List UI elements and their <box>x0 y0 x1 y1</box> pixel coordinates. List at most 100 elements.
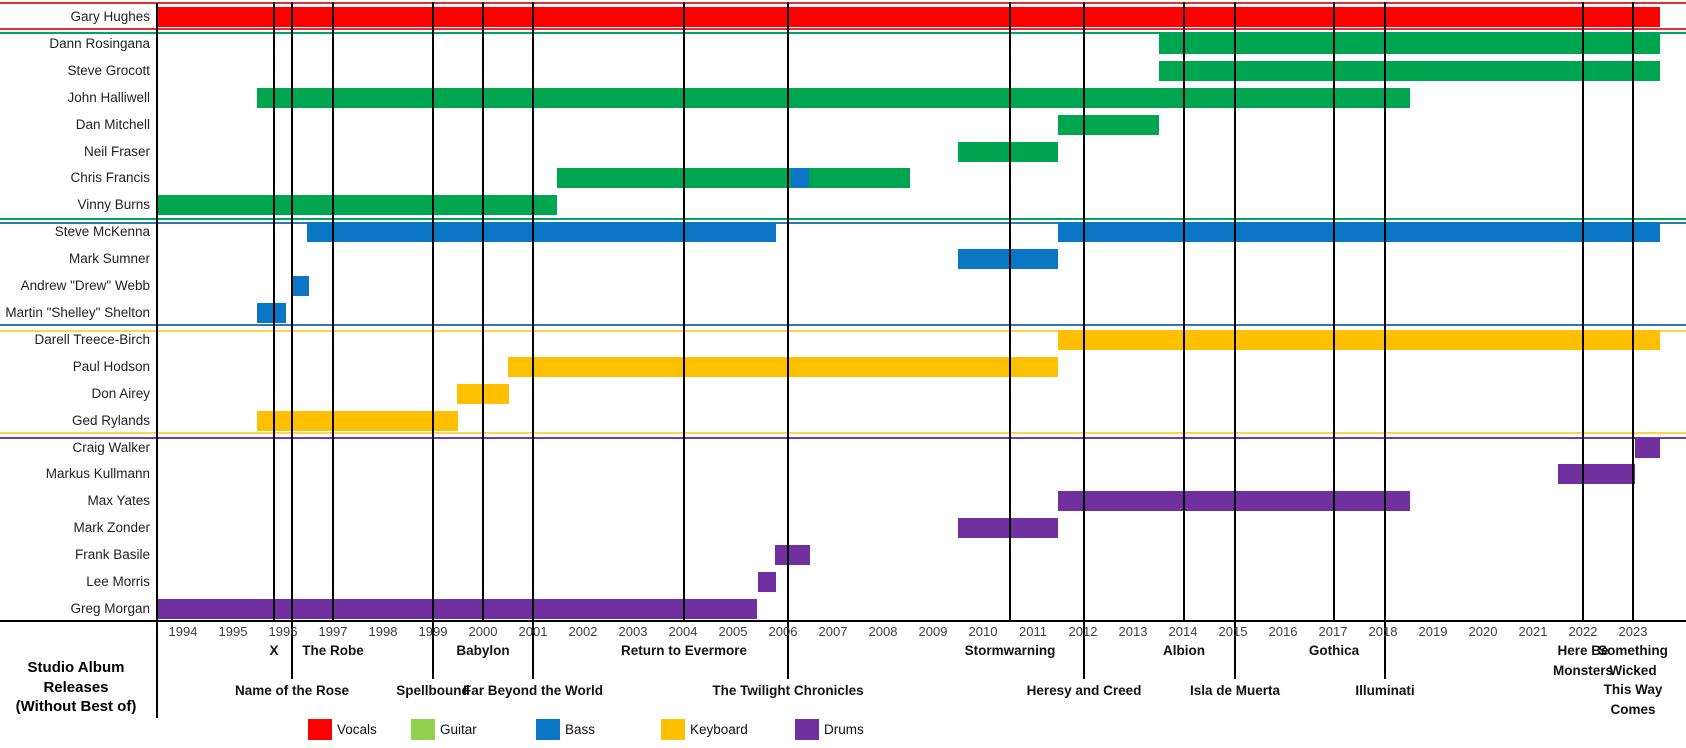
member-label: Markus Kullmann <box>45 466 150 482</box>
member-label: Frank Basile <box>74 547 150 563</box>
album-release-line <box>1582 2 1584 621</box>
year-tick-label: 2003 <box>618 624 648 639</box>
album-label: The Twilight Chronicles <box>703 681 873 701</box>
timeline-bar-drums <box>157 599 757 620</box>
album-label-line: Monsters <box>1552 662 1613 678</box>
member-label: Mark Sumner <box>68 251 150 267</box>
x-axis-line <box>0 620 1686 622</box>
legend-label: Guitar <box>440 722 477 737</box>
timeline-bar-bass <box>292 276 309 297</box>
group-border-bass <box>0 222 1686 224</box>
year-tick-label: 2000 <box>468 624 498 639</box>
timeline-bar-guitar <box>809 168 910 189</box>
album-release-line <box>273 2 275 621</box>
year-tick-label: 2004 <box>668 624 698 639</box>
album-release-line <box>787 2 789 679</box>
member-label: John Halliwell <box>67 89 150 105</box>
year-tick-label: 2005 <box>718 624 748 639</box>
album-release-line <box>1009 2 1011 621</box>
album-release-line <box>1333 2 1335 621</box>
year-tick-label: 2015 <box>1218 624 1248 639</box>
legend-swatch-vocals <box>308 719 332 740</box>
group-border-keyboard <box>0 432 1686 434</box>
x-axis-title-line1: Studio Album Releases <box>27 659 125 696</box>
album-label: X <box>189 641 359 661</box>
timeline-bar-guitar <box>1159 33 1660 54</box>
album-label-line: Babylon <box>456 643 510 658</box>
year-tick-label: 1997 <box>318 624 348 639</box>
year-tick-label: 1995 <box>218 624 248 639</box>
member-label: Andrew "Drew" Webb <box>20 278 150 294</box>
album-release-line <box>532 2 534 679</box>
album-label-line: Isla de Muerta <box>1189 683 1281 698</box>
member-label: Vinny Burns <box>77 197 150 213</box>
member-label: Paul Hodson <box>72 358 150 374</box>
year-tick-label: 2006 <box>768 624 798 639</box>
legend-swatch-guitar <box>411 719 435 740</box>
year-tick-label: 2021 <box>1518 624 1548 639</box>
timeline-bar-guitar <box>257 87 1410 108</box>
x-axis-title: Studio Album Releases (Without Best of) <box>0 658 152 717</box>
album-release-line <box>332 2 334 621</box>
y-axis-line <box>156 3 158 718</box>
year-tick-label: 2011 <box>1019 624 1047 639</box>
year-tick-label: 1998 <box>368 624 398 639</box>
member-label: Max Yates <box>87 493 150 509</box>
timeline-bar-drums <box>775 545 810 566</box>
timeline-bar-guitar <box>958 141 1058 162</box>
timeline-bar-guitar <box>157 195 557 216</box>
album-label-line: Stormwarning <box>964 643 1056 658</box>
album-label-line: Wicked <box>1609 662 1657 678</box>
timeline-bar-drums <box>758 572 776 593</box>
year-tick-label: 2023 <box>1618 624 1648 639</box>
album-label: Here Be Monsters <box>1498 641 1668 680</box>
album-release-line <box>1384 2 1386 679</box>
timeline-bar-guitar <box>1159 60 1660 81</box>
group-border-bass <box>0 324 1686 326</box>
album-label-line: Heresy and Creed <box>1026 683 1142 698</box>
year-tick-label: 2017 <box>1318 624 1348 639</box>
album-release-line <box>1083 2 1085 679</box>
legend-swatch-bass <box>536 719 560 740</box>
member-label: Neil Fraser <box>83 143 150 159</box>
album-label: Albion <box>1099 641 1269 661</box>
album-label: Return to Evermore <box>599 641 769 661</box>
member-label: Dann Rosingana <box>49 35 150 51</box>
member-label: Mark Zonder <box>73 520 150 536</box>
year-tick-label: 2002 <box>568 624 598 639</box>
year-tick-label: 1999 <box>418 624 448 639</box>
group-border-keyboard <box>0 330 1686 332</box>
album-label-line: This Way <box>1603 682 1663 697</box>
member-label: Don Airey <box>91 385 150 401</box>
album-label-line: Name of the Rose <box>234 683 350 698</box>
album-label-line: Comes <box>1610 701 1656 717</box>
album-label-line: Albion <box>1163 643 1205 658</box>
timeline-bar-keyboard <box>257 410 458 431</box>
timeline-bar-guitar <box>1058 114 1159 135</box>
timeline-bar-bass <box>791 168 809 189</box>
year-tick-label: 2018 <box>1368 624 1398 639</box>
year-tick-label: 2012 <box>1068 624 1098 639</box>
album-release-line <box>291 2 293 679</box>
legend-swatch-keyboard <box>661 719 685 740</box>
album-label-line: Return to Evermore <box>620 643 748 658</box>
album-label: Something Wicked This Way Comes <box>1548 641 1686 719</box>
group-border-guitar <box>0 218 1686 220</box>
year-tick-label: 2016 <box>1268 624 1298 639</box>
group-border-drums <box>0 437 1686 439</box>
album-release-line <box>482 2 484 621</box>
timeline-bar-drums <box>1558 464 1635 485</box>
year-tick-label: 1994 <box>168 624 198 639</box>
album-label: Gothica <box>1249 641 1419 661</box>
member-label: Ged Rylands <box>71 412 150 428</box>
year-tick-label: 2019 <box>1418 624 1448 639</box>
album-label-line: X <box>269 643 279 658</box>
album-label-line: Illuminati <box>1355 683 1415 698</box>
album-label: Stormwarning <box>925 641 1095 661</box>
album-label: Spellbound <box>348 681 518 701</box>
year-tick-label: 2020 <box>1468 624 1498 639</box>
timeline-bar-drums <box>958 518 1058 539</box>
legend-label: Drums <box>824 722 864 737</box>
album-label: Isla de Muerta <box>1150 681 1320 701</box>
